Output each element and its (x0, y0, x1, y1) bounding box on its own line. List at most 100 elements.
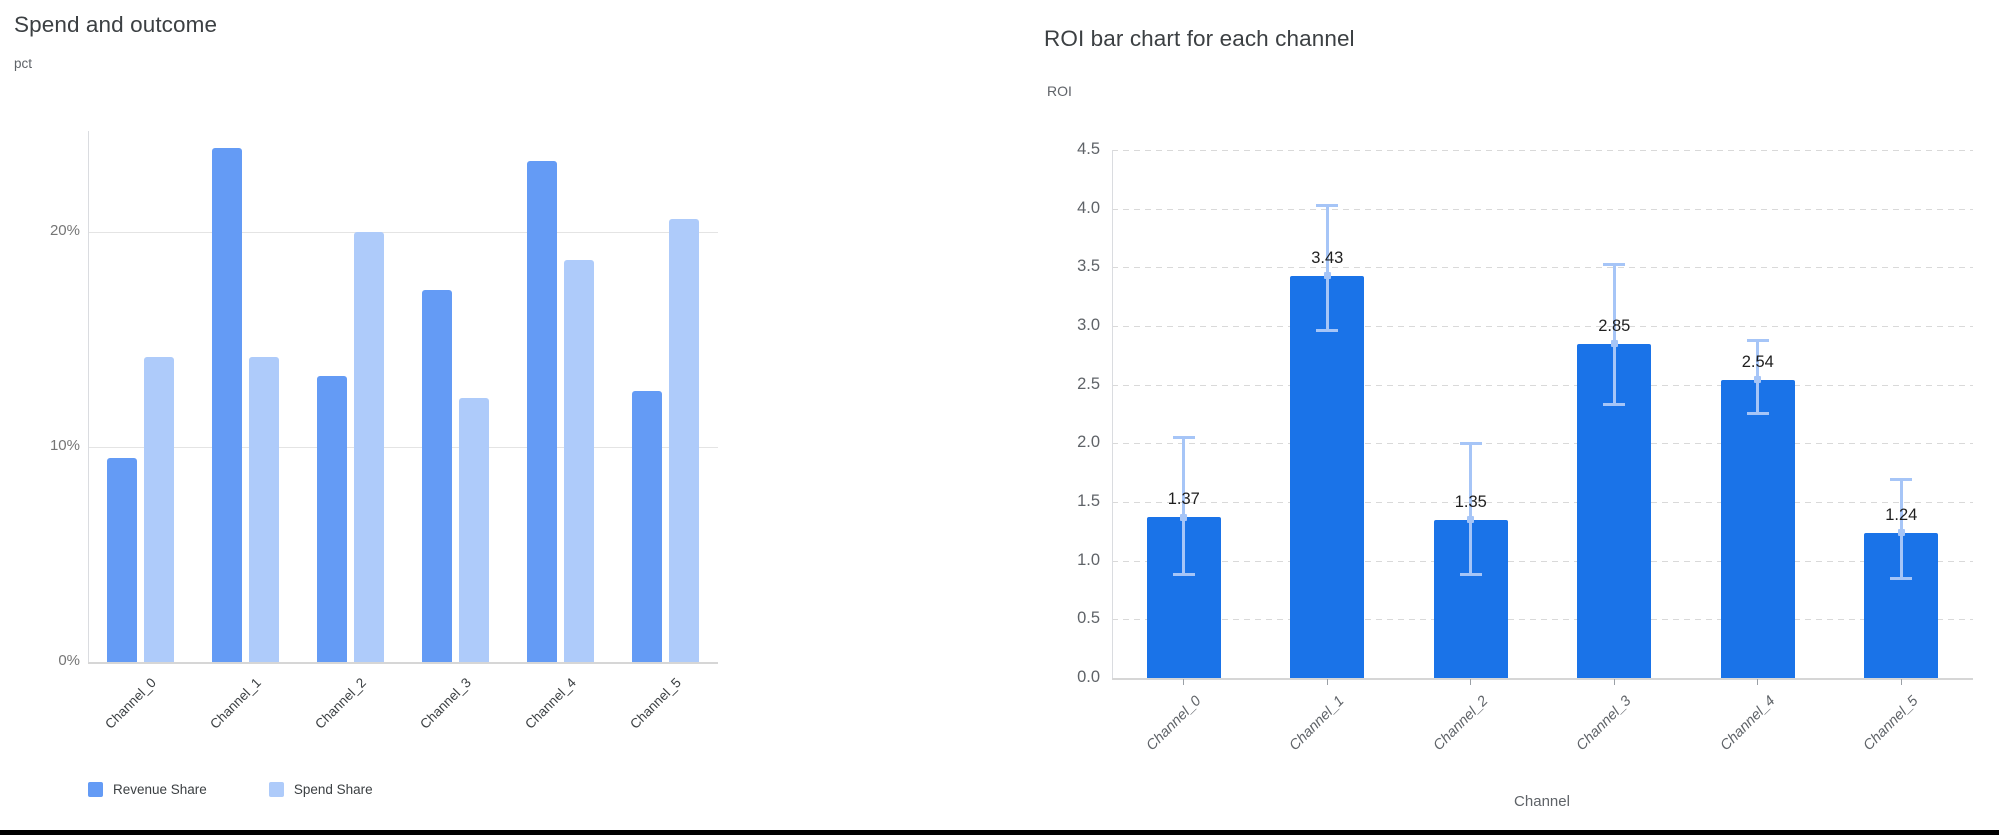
x-tick-mark (1757, 679, 1759, 685)
bar-value-label: 3.43 (1311, 248, 1344, 267)
roi-bar (1290, 275, 1365, 678)
x-tick-label: Channel_2 (312, 675, 370, 732)
error-bar-cap-top (1459, 442, 1482, 446)
gridline (1112, 502, 1973, 503)
error-bar-line (1182, 437, 1186, 575)
y-tick-label: 1.0 (1077, 550, 1100, 569)
bar-revenue-share (527, 161, 557, 662)
spend-outcome-chart-title: Spend and outcome (14, 12, 218, 37)
y-tick-label: 10% (49, 437, 80, 454)
bar-value-label: 2.85 (1598, 316, 1631, 335)
x-tick-label: Channel_5 (1860, 693, 1922, 754)
bar-spend-share (669, 219, 699, 662)
bar-spend-share (249, 356, 279, 662)
error-bar-cap-bottom (1459, 572, 1482, 576)
legend-swatch (88, 782, 103, 797)
roi-x-axis-title: Channel (1514, 793, 1570, 810)
error-bar-cap-top (1172, 436, 1195, 440)
spend-outcome-y-axis-unit: pct (14, 56, 33, 71)
legend-label: Revenue Share (113, 782, 207, 797)
error-bar-line (1469, 443, 1473, 575)
x-tick-mark (1326, 679, 1328, 685)
y-tick-label: 20% (49, 222, 80, 239)
error-bar-cap-bottom (1172, 572, 1195, 576)
gridline (1112, 619, 1973, 621)
error-bar-line (1325, 205, 1329, 331)
y-tick-label: 0.5 (1077, 609, 1100, 628)
x-tick-label: Channel_4 (1717, 693, 1779, 754)
spend-outcome-legend: Revenue Share Spend Share (88, 782, 373, 797)
error-bar-cap-bottom (1603, 402, 1626, 406)
gridline (88, 232, 718, 233)
legend-item: Spend Share (268, 782, 373, 797)
x-tick-label: Channel_3 (417, 675, 475, 732)
x-tick-label: Channel_4 (522, 675, 580, 732)
y-tick-label: 1.5 (1077, 492, 1100, 510)
y-tick-label: 3.5 (1077, 257, 1100, 276)
bar-spend-share (564, 259, 594, 662)
gridline (1112, 443, 1973, 445)
gridline (1112, 326, 1973, 327)
y-axis-line (88, 131, 89, 662)
bar-spend-share (354, 232, 384, 662)
error-bar-mean-marker (1323, 272, 1331, 280)
bar-revenue-share (422, 290, 452, 662)
gridline (1112, 150, 1973, 151)
error-bar-line (1899, 478, 1903, 580)
x-tick-label: Channel_0 (102, 675, 160, 732)
bar-revenue-share (212, 148, 242, 662)
error-bar-cap-top (1603, 262, 1626, 266)
y-tick-label: 0.0 (1077, 668, 1100, 686)
legend-label: Spend Share (293, 782, 373, 797)
error-bar-mean-marker (1467, 516, 1475, 524)
gridline (1112, 267, 1973, 269)
error-bar-mean-marker (1754, 376, 1762, 384)
bar-value-label: 2.54 (1741, 352, 1774, 371)
x-tick-mark (1900, 679, 1902, 685)
y-tick-label: 2.5 (1077, 374, 1100, 393)
error-bar-line (1612, 263, 1616, 405)
error-bar-cap-bottom (1890, 577, 1913, 581)
x-tick-label: Channel_1 (207, 675, 265, 732)
x-tick-label: Channel_2 (1430, 693, 1492, 754)
y-tick-label: 4.0 (1077, 198, 1100, 217)
x-tick-label: Channel_5 (627, 675, 685, 732)
legend-item: Revenue Share (88, 782, 207, 797)
error-bar-cap-top (1316, 204, 1339, 208)
bar-value-label: 1.35 (1454, 492, 1487, 511)
x-tick-label: Channel_1 (1286, 693, 1348, 754)
y-axis-line (1112, 150, 1113, 678)
bar-value-label: 1.24 (1885, 505, 1918, 524)
bar-revenue-share (632, 391, 662, 662)
error-bar-cap-bottom (1316, 328, 1339, 332)
y-tick-label: 4.5 (1077, 140, 1100, 158)
bar-revenue-share (317, 376, 347, 662)
error-bar-cap-bottom (1746, 412, 1769, 415)
y-tick-label: 0% (58, 652, 80, 669)
error-bar-cap-top (1746, 339, 1769, 343)
roi-y-axis-label: ROI (1047, 83, 1072, 99)
error-bar-mean-marker (1610, 340, 1618, 348)
bar-value-label: 1.37 (1167, 490, 1200, 509)
x-tick-label: Channel_3 (1573, 693, 1635, 754)
error-bar-cap-top (1890, 477, 1913, 481)
bar-spend-share (144, 356, 174, 662)
x-tick-label: Channel_0 (1143, 693, 1205, 754)
bottom-window-divider (0, 830, 1999, 835)
x-tick-mark (1613, 679, 1615, 685)
x-tick-mark (1470, 679, 1472, 685)
error-bar-mean-marker (1180, 513, 1188, 521)
legend-swatch (268, 782, 284, 797)
gridline (88, 447, 718, 448)
y-tick-label: 2.0 (1077, 433, 1100, 452)
y-tick-label: 3.0 (1077, 316, 1100, 334)
gridline (1112, 560, 1973, 562)
gridline (1112, 384, 1973, 386)
roi-bar (1720, 379, 1795, 678)
bar-spend-share (459, 397, 489, 662)
bar-revenue-share (107, 457, 137, 662)
gridline (1112, 678, 1973, 680)
error-bar-mean-marker (1897, 529, 1905, 536)
gridline (1112, 208, 1973, 210)
